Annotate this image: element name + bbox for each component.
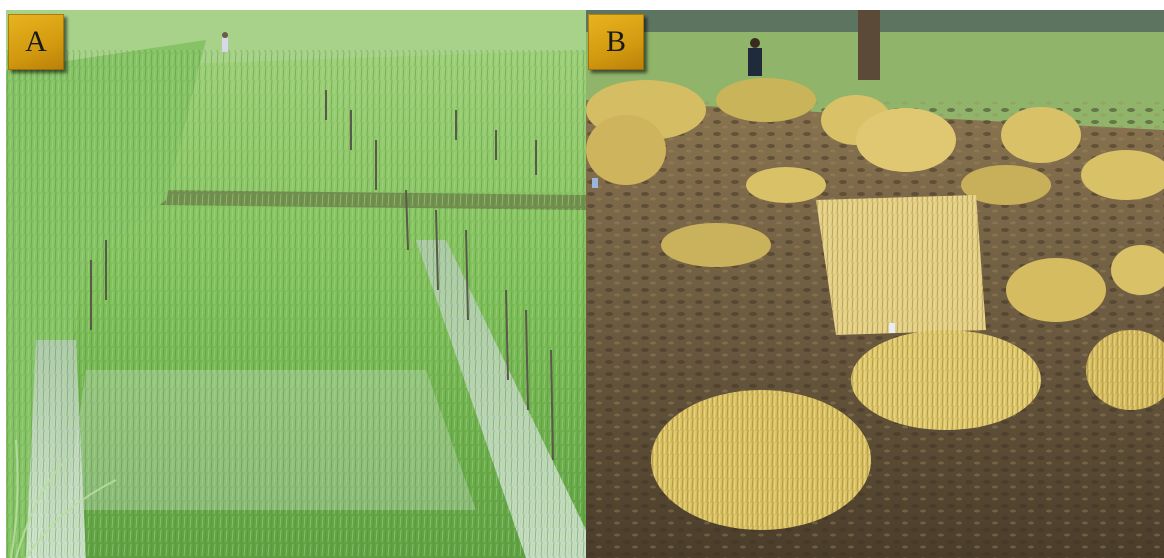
photo-panel-b: B xyxy=(586,10,1164,558)
paddy-field-photo xyxy=(6,10,586,558)
photo-panel-a: A xyxy=(6,10,586,558)
tree-trunk xyxy=(858,10,880,80)
farmer-figure-a xyxy=(222,32,228,52)
farmer-figure-b xyxy=(748,38,762,76)
harvest-field-photo xyxy=(586,10,1164,558)
panel-label-a: A xyxy=(8,14,64,70)
rice-bundle-right xyxy=(851,330,1041,430)
rice-bundle-left xyxy=(651,390,871,530)
panel-label-b: B xyxy=(588,14,644,70)
